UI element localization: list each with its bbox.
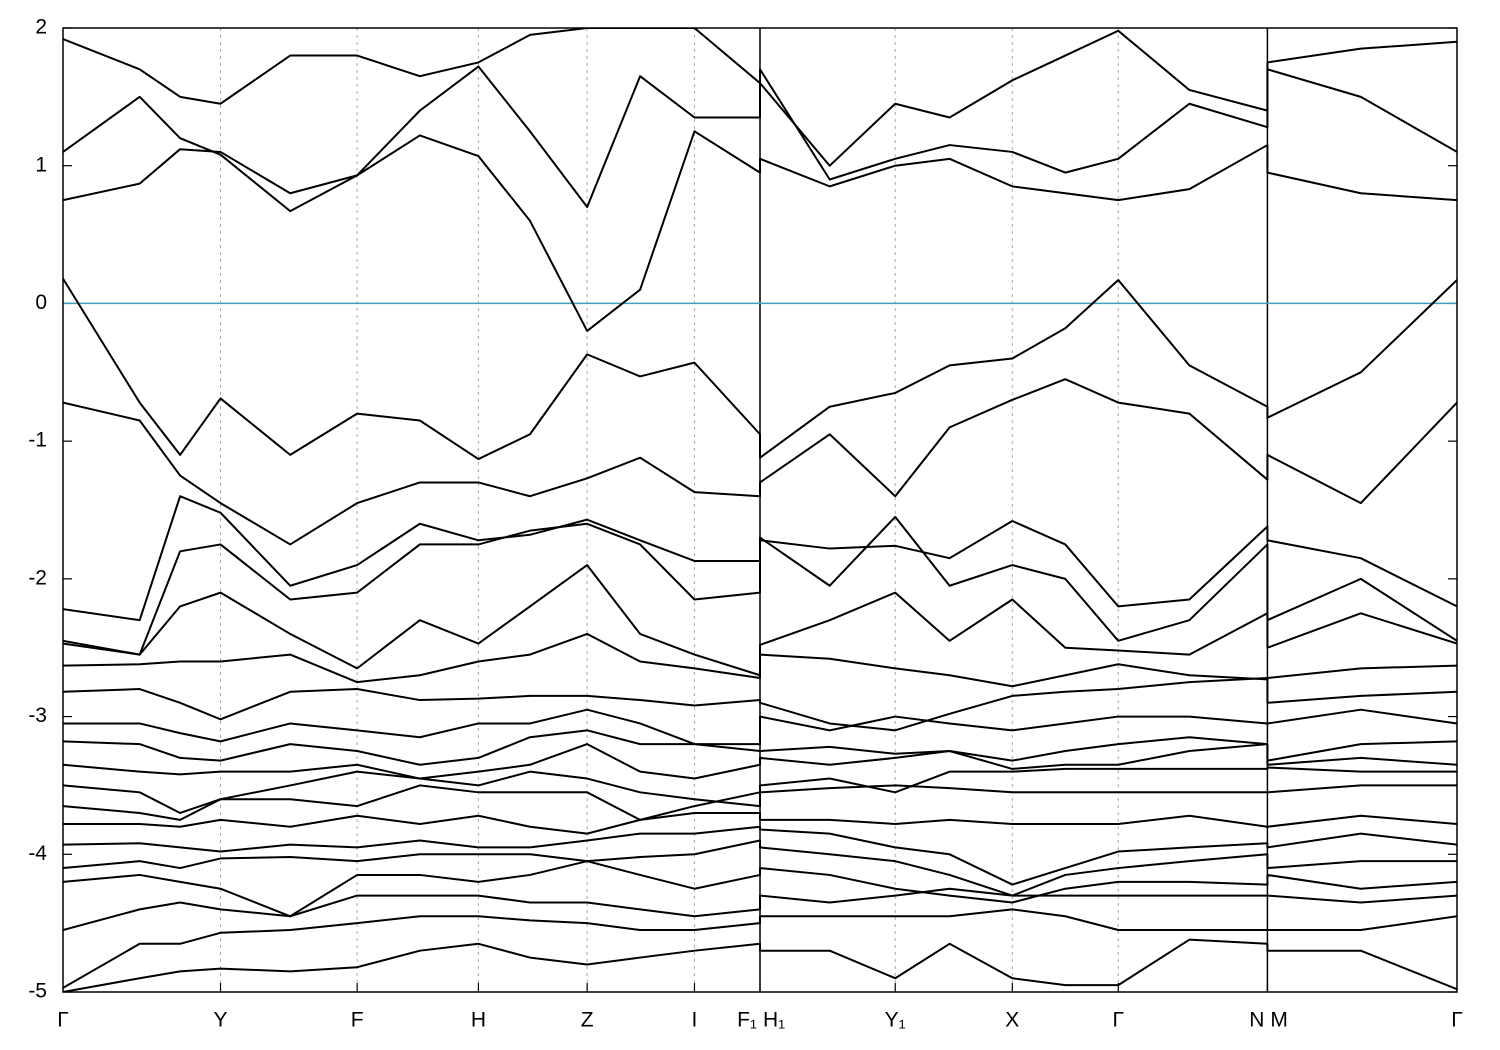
band-line — [63, 708, 1457, 746]
band-line — [63, 766, 1457, 814]
x-tick-label: M — [1270, 1009, 1288, 1032]
plot-frame — [62, 27, 1458, 993]
x-tick-label: X — [1005, 1009, 1019, 1032]
band-line — [63, 677, 1457, 732]
tick-labels: 2 1 0 -1 -2 -3 -4 -5 Γ Y F H Z I F₁ H₁ Y₁ X Γ N M Γ — [28, 16, 1462, 1032]
x-tick-label: F — [351, 1009, 364, 1032]
x-tick-label: H — [471, 1009, 486, 1032]
x-tick-label: Γ — [57, 1009, 69, 1032]
band-line — [63, 839, 1457, 897]
x-tick-label: Γ — [1112, 1009, 1124, 1032]
y-tick-label: 0 — [35, 291, 47, 314]
y-tick-label: -4 — [28, 842, 47, 865]
y-tick-label: 2 — [35, 16, 47, 39]
y-tick-label: -3 — [28, 704, 47, 727]
x-tick-label: F₁ — [737, 1009, 757, 1032]
band-line — [63, 825, 1457, 886]
x-tick-label: I — [692, 1009, 698, 1032]
y-tick-label: 1 — [35, 153, 47, 176]
band-line — [63, 65, 1457, 213]
band-line — [63, 938, 1457, 992]
bands — [63, 28, 1457, 992]
x-tick-label: Y₁ — [885, 1009, 906, 1032]
band-line — [63, 784, 1457, 821]
band-line — [63, 743, 1457, 780]
band-line — [63, 729, 1457, 766]
x-tick-label: H₁ — [763, 1009, 785, 1032]
y-tick-label: -5 — [28, 980, 47, 1003]
band-line — [63, 908, 1457, 989]
band-line — [63, 378, 1457, 546]
band-line — [63, 28, 1457, 167]
band-line — [63, 632, 1457, 688]
band-line — [63, 887, 1457, 931]
x-tick-label: Γ — [1451, 1009, 1463, 1032]
x-tick-label: Y — [214, 1009, 228, 1032]
band-line — [63, 811, 1457, 835]
y-tick-label: -1 — [28, 429, 47, 452]
band-line — [63, 515, 1457, 656]
x-tick-label: Z — [581, 1009, 594, 1032]
y-tick-label: -2 — [28, 566, 47, 589]
x-tick-label: N — [1249, 1009, 1264, 1032]
band-line — [63, 278, 1457, 461]
band-line — [63, 130, 1457, 332]
grid — [63, 27, 1457, 993]
